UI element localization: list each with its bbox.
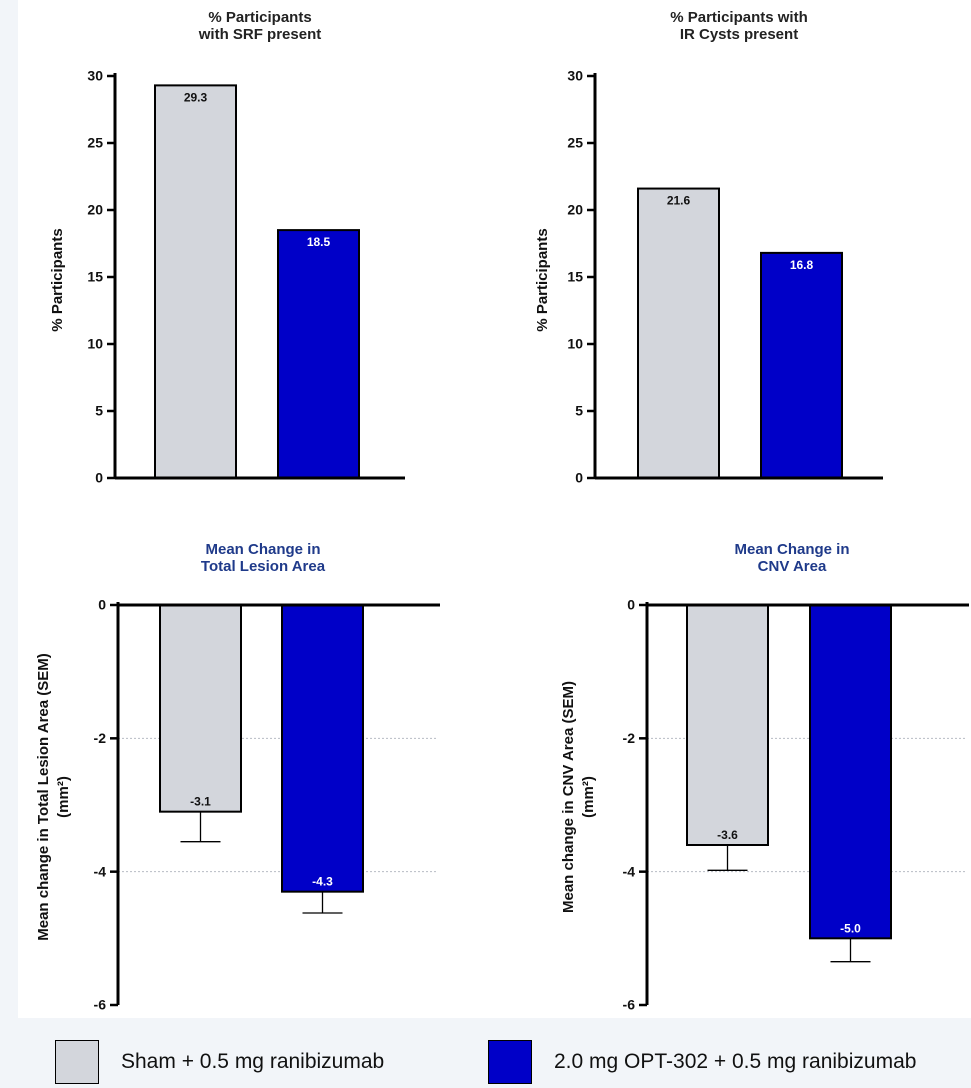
chart-title-line: % Participants	[208, 9, 311, 26]
legend-swatch-sham	[55, 1040, 99, 1084]
legend-item-sham: Sham + 0.5 mg ranibizumab	[55, 1040, 384, 1084]
y-axis-label: % Participants	[534, 228, 551, 331]
y-tick-label: 25	[87, 135, 103, 151]
y-tick-label: 30	[567, 68, 583, 84]
y-tick-label: 25	[567, 135, 583, 151]
data-label: -3.6	[717, 828, 738, 842]
y-tick-label: -6	[623, 997, 636, 1013]
y-tick-label: 30	[87, 68, 103, 84]
data-label: 21.6	[667, 194, 691, 208]
data-label: -3.1	[190, 795, 211, 809]
y-axis-label-line: % Participants	[49, 228, 66, 331]
y-tick-label: 0	[575, 470, 583, 486]
bar-sham	[686, 604, 769, 846]
data-label: 16.8	[790, 258, 814, 272]
y-tick-label: -6	[94, 997, 107, 1013]
y-axis-label-line: % Participants	[534, 228, 551, 331]
y-tick-label: 15	[567, 269, 583, 285]
y-tick-label: -2	[623, 730, 636, 746]
bar-sham	[154, 84, 237, 479]
chart-title-line: with SRF present	[198, 26, 322, 43]
y-axis-label-line: Mean change in Total Lesion Area (SEM)	[35, 653, 52, 941]
y-tick-label: -2	[94, 730, 107, 746]
bar-opt	[760, 251, 843, 479]
chart-title-line: Total Lesion Area	[201, 558, 326, 575]
y-axis-label-line: Mean change in CNV Area (SEM)	[560, 681, 577, 913]
data-label: -5.0	[840, 921, 861, 935]
bar-opt	[809, 604, 892, 940]
data-label: -4.3	[312, 875, 333, 889]
bar-opt	[277, 229, 360, 479]
legend-swatch-opt	[488, 1040, 532, 1084]
y-tick-label: 0	[627, 597, 635, 613]
chart-title-line: Mean Change in	[205, 541, 320, 558]
y-tick-label: 0	[98, 597, 106, 613]
data-label: 18.5	[307, 235, 331, 249]
y-axis-label: Mean change in CNV Area (SEM) (mm²)	[560, 681, 597, 913]
y-axis-label-line: (mm²)	[55, 776, 72, 818]
y-axis-label: Mean change in Total Lesion Area (SEM) (m…	[35, 653, 72, 941]
legend-item-opt: 2.0 mg OPT-302 + 0.5 mg ranibizumab	[488, 1040, 916, 1084]
bar-opt	[281, 604, 364, 893]
y-tick-label: 20	[87, 202, 103, 218]
bar-sham	[637, 187, 720, 479]
chart-title-line: % Participants with	[670, 9, 808, 26]
legend-label-sham: Sham + 0.5 mg ranibizumab	[121, 1050, 385, 1073]
chart-title-line: CNV Area	[758, 558, 827, 575]
y-tick-label: 0	[95, 470, 103, 486]
y-tick-label: 5	[95, 403, 103, 419]
chart-title-line: Mean Change in	[734, 541, 849, 558]
y-axis-label-line: (mm²)	[580, 776, 597, 818]
y-tick-label: 20	[567, 202, 583, 218]
y-tick-label: -4	[623, 863, 636, 879]
y-tick-label: 10	[87, 336, 103, 352]
y-tick-label: 15	[87, 269, 103, 285]
y-tick-label: 5	[575, 403, 583, 419]
y-tick-label: 10	[567, 336, 583, 352]
chart-title-line: IR Cysts present	[680, 26, 798, 43]
legend-label-opt: 2.0 mg OPT-302 + 0.5 mg ranibizumab	[554, 1050, 917, 1073]
bar-sham	[159, 604, 242, 813]
data-label: 29.3	[184, 90, 208, 104]
y-axis-label: % Participants	[49, 228, 66, 331]
y-tick-label: -4	[94, 863, 107, 879]
